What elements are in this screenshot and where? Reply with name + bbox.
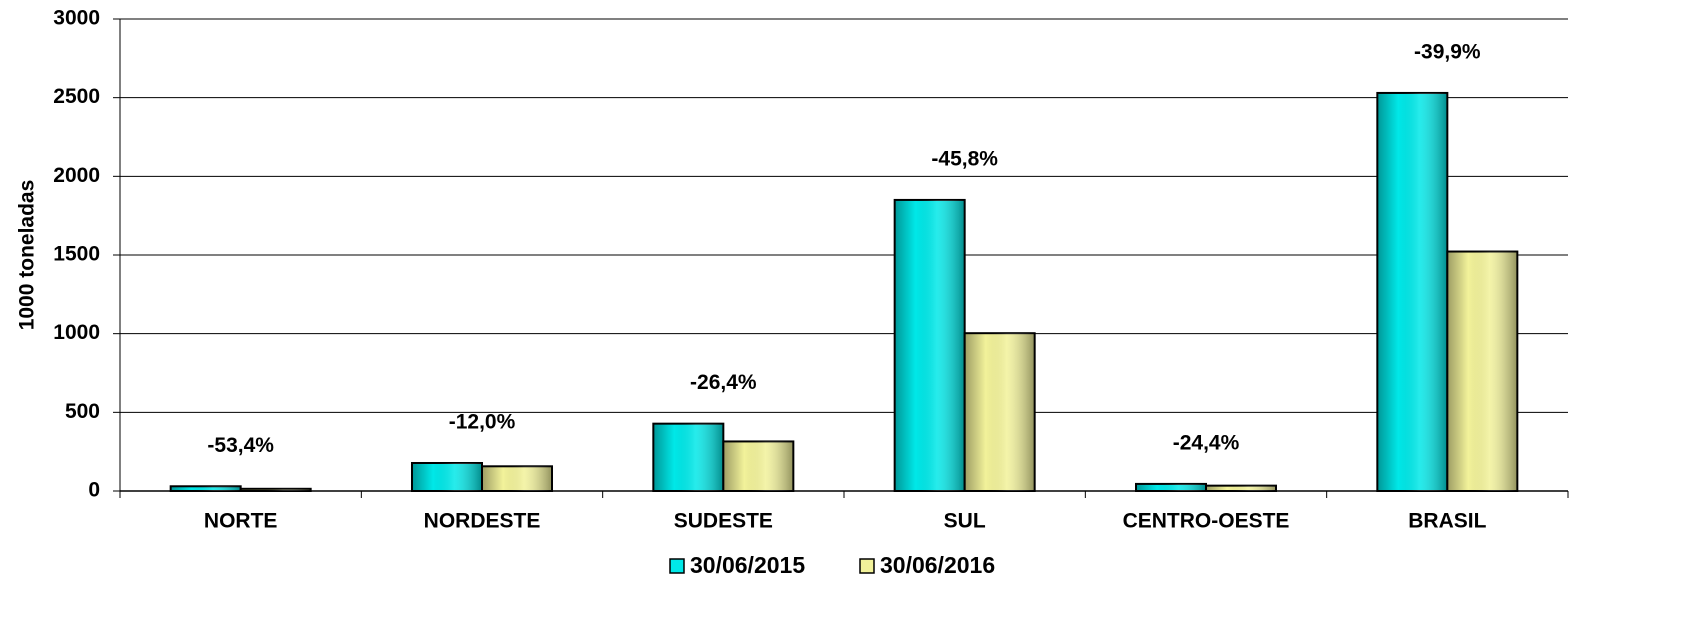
bar [1376, 91, 1449, 493]
y-tick-label: 1500 [53, 243, 100, 266]
y-tick-label: 0 [88, 479, 100, 502]
y-axis-label: 1000 toneladas [16, 180, 39, 331]
bar [239, 487, 312, 492]
bar [481, 465, 553, 493]
bar [1135, 482, 1207, 493]
legend-label: 30/06/2015 [690, 552, 805, 578]
bar [893, 198, 966, 493]
bar [722, 440, 795, 493]
x-tick-label: NORDESTE [424, 510, 541, 533]
change-label: -45,8% [931, 147, 998, 170]
x-tick-label: CENTRO-OESTE [1123, 510, 1290, 533]
y-tick-label: 1000 [53, 321, 100, 344]
bar [652, 422, 725, 493]
bar [1205, 484, 1277, 492]
bar [411, 461, 483, 492]
y-tick-label: 3000 [53, 7, 100, 30]
legend-swatch [859, 558, 875, 574]
change-label: -39,9% [1414, 40, 1481, 63]
y-tick-label: 2500 [53, 85, 100, 108]
x-tick-label: NORTE [204, 510, 278, 533]
y-tick-label: 2000 [53, 164, 100, 187]
x-tick-label: BRASIL [1408, 510, 1486, 533]
change-label: -26,4% [690, 371, 757, 394]
bar [1446, 250, 1519, 492]
change-label: -12,0% [449, 411, 516, 434]
legend-swatch [669, 558, 685, 574]
bar [963, 332, 1036, 492]
x-tick-label: SUDESTE [674, 510, 773, 533]
bar [169, 485, 242, 492]
change-label: -24,4% [1173, 431, 1240, 454]
y-tick-label: 500 [65, 400, 100, 423]
change-label: -53,4% [207, 434, 274, 457]
x-tick-label: SUL [944, 510, 986, 533]
legend-label: 30/06/2016 [880, 552, 995, 578]
